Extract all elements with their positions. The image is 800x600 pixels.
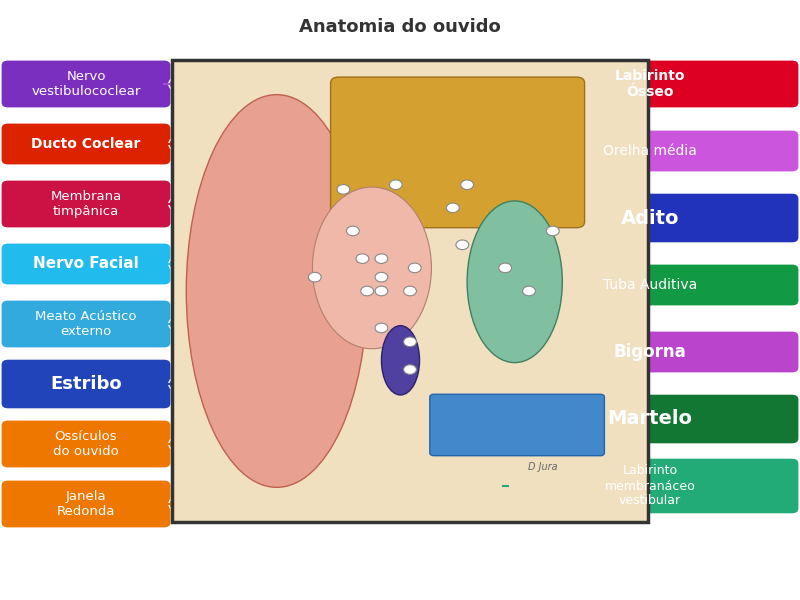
Circle shape	[390, 180, 402, 190]
Circle shape	[169, 77, 188, 91]
Circle shape	[356, 254, 369, 263]
Text: Orelha média: Orelha média	[603, 144, 697, 158]
Text: Janela
Redonda: Janela Redonda	[57, 490, 115, 518]
Circle shape	[337, 185, 350, 194]
Circle shape	[375, 286, 388, 296]
Text: Nervo Facial: Nervo Facial	[33, 256, 139, 271]
Circle shape	[484, 412, 503, 426]
Circle shape	[461, 180, 474, 190]
FancyBboxPatch shape	[2, 244, 170, 284]
FancyBboxPatch shape	[502, 395, 798, 443]
Circle shape	[522, 286, 535, 296]
Text: Ossículos
do ouvido: Ossículos do ouvido	[53, 430, 119, 458]
FancyBboxPatch shape	[502, 332, 798, 373]
Circle shape	[408, 263, 421, 272]
Circle shape	[375, 254, 388, 263]
FancyBboxPatch shape	[172, 60, 648, 522]
FancyBboxPatch shape	[2, 481, 170, 527]
FancyBboxPatch shape	[502, 194, 798, 242]
FancyBboxPatch shape	[502, 131, 798, 172]
Circle shape	[484, 278, 503, 292]
Text: Anatomia do ouvido: Anatomia do ouvido	[299, 18, 501, 36]
Circle shape	[169, 377, 188, 391]
Circle shape	[403, 365, 416, 374]
Circle shape	[484, 479, 503, 493]
Circle shape	[308, 272, 321, 282]
FancyBboxPatch shape	[2, 421, 170, 467]
Circle shape	[403, 286, 416, 296]
Text: Labirinto
membranáceo
vestibular: Labirinto membranáceo vestibular	[605, 464, 695, 508]
Text: Martelo: Martelo	[607, 409, 693, 428]
Text: Nervo
vestibulococlear: Nervo vestibulococlear	[31, 70, 141, 98]
Ellipse shape	[313, 187, 431, 349]
Circle shape	[375, 272, 388, 282]
Ellipse shape	[186, 95, 367, 487]
Text: Adito: Adito	[621, 208, 679, 227]
FancyBboxPatch shape	[330, 77, 585, 227]
Circle shape	[499, 263, 511, 272]
Text: D Jura: D Jura	[529, 461, 558, 472]
Text: Membrana
timpânica: Membrana timpânica	[50, 190, 122, 218]
Circle shape	[169, 497, 188, 511]
Text: Ducto Coclear: Ducto Coclear	[31, 137, 141, 151]
Circle shape	[456, 240, 469, 250]
FancyBboxPatch shape	[502, 61, 798, 107]
Circle shape	[446, 203, 459, 212]
Circle shape	[484, 77, 503, 91]
Circle shape	[169, 197, 188, 211]
FancyBboxPatch shape	[2, 61, 170, 107]
Text: Tuba Auditiva: Tuba Auditiva	[603, 278, 697, 292]
Circle shape	[403, 337, 416, 347]
Circle shape	[484, 211, 503, 225]
FancyBboxPatch shape	[2, 124, 170, 164]
FancyBboxPatch shape	[502, 458, 798, 514]
Circle shape	[484, 345, 503, 359]
Circle shape	[169, 137, 188, 151]
FancyBboxPatch shape	[430, 394, 605, 456]
FancyBboxPatch shape	[2, 359, 170, 408]
Circle shape	[484, 144, 503, 158]
Text: Estribo: Estribo	[50, 375, 122, 393]
FancyBboxPatch shape	[502, 265, 798, 305]
FancyBboxPatch shape	[2, 181, 170, 227]
Ellipse shape	[467, 201, 562, 362]
Text: Bigorna: Bigorna	[614, 343, 686, 361]
Text: Meato Acústico
externo: Meato Acústico externo	[35, 310, 137, 338]
Circle shape	[169, 437, 188, 451]
Circle shape	[361, 286, 374, 296]
Text: Labirinto
Ósseo: Labirinto Ósseo	[614, 69, 686, 99]
Circle shape	[375, 323, 388, 333]
Circle shape	[546, 226, 559, 236]
Ellipse shape	[382, 326, 419, 395]
Circle shape	[346, 226, 359, 236]
Circle shape	[169, 257, 188, 271]
Circle shape	[169, 317, 188, 331]
FancyBboxPatch shape	[2, 301, 170, 347]
